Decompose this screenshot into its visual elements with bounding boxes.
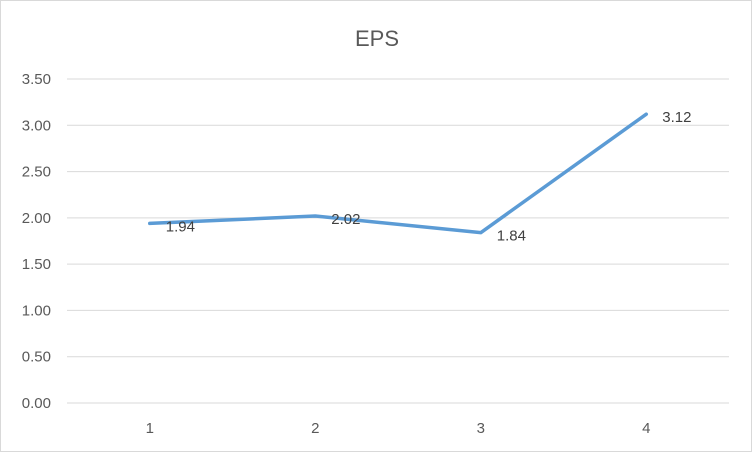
y-tick-label: 2.50 [22,164,51,181]
y-tick-label: 0.00 [22,395,51,412]
y-tick-label: 0.50 [22,349,51,366]
data-label: 2.02 [331,211,360,228]
data-labels: 1.94 2.02 1.84 3.12 [166,109,692,244]
x-tick-label: 3 [477,420,485,437]
y-tick-label: 3.00 [22,117,51,134]
gridlines [67,78,729,404]
y-tick-label: 1.00 [22,302,51,319]
series-line [148,112,648,235]
y-tick-label: 3.50 [22,71,51,88]
y-tick-label: 2.00 [22,210,51,227]
y-tick-label: 1.50 [22,256,51,273]
data-label: 1.84 [497,228,526,245]
series-lines [148,112,648,235]
data-label: 1.94 [166,218,195,235]
x-tick-label: 4 [642,420,650,437]
x-tick-label: 2 [311,420,319,437]
x-tick-label: 1 [146,420,154,437]
chart-title: EPS [355,26,399,51]
y-axis-ticks: 0.00 0.50 1.00 1.50 2.00 2.50 3.00 3.50 [22,71,51,412]
data-label: 3.12 [662,109,691,126]
x-axis-ticks: 1 2 3 4 [146,420,651,437]
